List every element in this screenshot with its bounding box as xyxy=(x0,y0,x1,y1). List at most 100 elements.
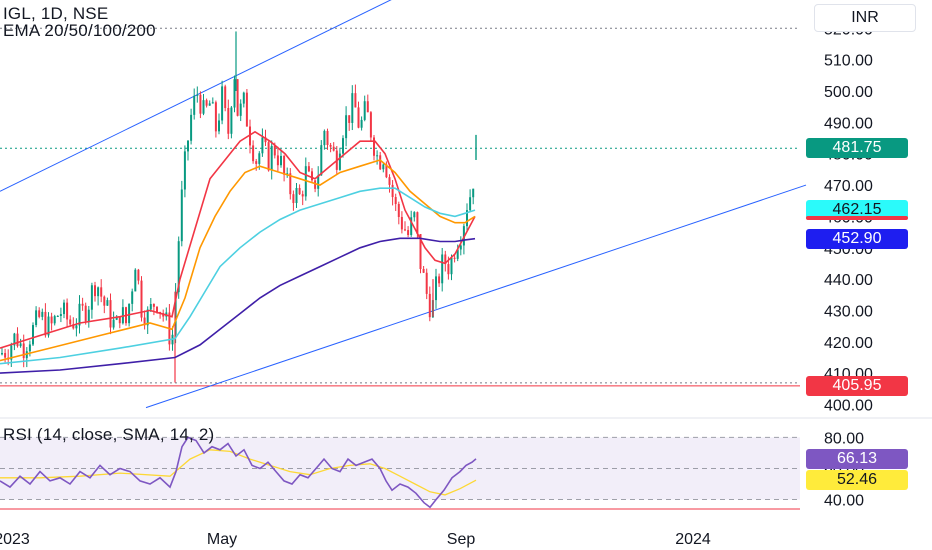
candle-body xyxy=(115,316,118,320)
price-tick-label: 490.00 xyxy=(824,115,873,132)
candle xyxy=(252,140,255,164)
rsi-tick-label: 80.00 xyxy=(824,430,864,447)
candle-body xyxy=(69,319,72,325)
candle-body xyxy=(19,343,22,347)
candle-body xyxy=(131,291,134,304)
channel-lower-line xyxy=(145,184,807,409)
candle xyxy=(22,334,25,368)
candle xyxy=(50,312,53,331)
candle-body xyxy=(32,325,34,345)
candle-body xyxy=(338,153,341,170)
candle-body xyxy=(323,130,326,146)
candle xyxy=(84,302,87,325)
candle xyxy=(140,276,143,322)
candle xyxy=(81,297,84,311)
ema50-line xyxy=(0,159,476,362)
price-tick-label: 500.00 xyxy=(824,84,873,101)
candle xyxy=(180,180,183,247)
candle xyxy=(357,101,360,129)
candle-body xyxy=(90,285,93,310)
ema200-line xyxy=(0,237,476,374)
candle-body xyxy=(345,115,348,139)
candle-body xyxy=(332,146,335,151)
candle-body xyxy=(218,120,220,132)
candle-body xyxy=(47,316,50,336)
candle-body xyxy=(50,316,53,324)
candle-body xyxy=(140,280,143,318)
candle-body xyxy=(245,92,248,127)
candle xyxy=(202,93,205,116)
candle xyxy=(345,106,348,147)
candle-body xyxy=(261,137,264,154)
candle xyxy=(103,295,106,314)
candle-body xyxy=(301,194,304,197)
candle-body xyxy=(156,306,158,313)
candle-body xyxy=(149,304,152,310)
candle-body xyxy=(382,164,385,170)
candle xyxy=(218,113,220,135)
candle-body xyxy=(152,304,155,307)
candle xyxy=(323,129,326,150)
candle xyxy=(25,347,28,368)
candle xyxy=(227,99,230,140)
candle-body xyxy=(267,142,270,171)
channel-upper-line xyxy=(0,0,392,192)
candle-body xyxy=(118,316,121,324)
candle xyxy=(35,306,38,328)
candle xyxy=(289,168,292,200)
candle-body xyxy=(190,114,193,141)
candle-body xyxy=(35,310,38,326)
candle-body xyxy=(385,164,388,178)
candle-body xyxy=(211,102,214,104)
candle-body xyxy=(94,285,96,297)
candle xyxy=(298,184,301,195)
candle xyxy=(366,94,369,113)
candle xyxy=(100,279,103,303)
candle xyxy=(441,247,444,292)
candle-body xyxy=(146,309,149,326)
ema20-marker xyxy=(806,215,908,220)
candle-body xyxy=(373,137,375,156)
candle-body xyxy=(270,145,273,171)
candle-body xyxy=(428,293,431,318)
candle-body xyxy=(59,314,62,316)
candle xyxy=(16,327,19,348)
candle xyxy=(391,180,394,206)
candle xyxy=(397,201,400,225)
candle-body xyxy=(128,303,131,324)
rsi-value-badge: 66.13 xyxy=(806,448,908,469)
candle xyxy=(69,315,72,327)
ema20-line xyxy=(0,130,476,349)
price-tick-label: 440.00 xyxy=(824,272,873,289)
candle xyxy=(428,286,431,322)
candle-body xyxy=(193,95,196,115)
candle-body xyxy=(357,107,360,128)
candle-body xyxy=(205,100,208,106)
candle xyxy=(369,111,372,141)
candle xyxy=(53,314,56,326)
candle-body xyxy=(4,353,7,358)
candle-body xyxy=(202,100,205,114)
candle xyxy=(276,146,279,172)
candle-body xyxy=(413,212,416,218)
candle-body xyxy=(41,311,44,317)
candle-body xyxy=(143,317,146,326)
candle xyxy=(320,140,323,176)
candle xyxy=(354,84,357,108)
candle-body xyxy=(404,229,406,231)
candle-body xyxy=(472,188,475,198)
candle-body xyxy=(363,101,366,120)
candle xyxy=(121,299,124,325)
rsi-legend: RSI (14, close, SMA, 14, 2) xyxy=(3,425,215,444)
candle xyxy=(208,100,211,106)
candle xyxy=(270,140,273,180)
candle-body xyxy=(283,155,286,175)
candle-body xyxy=(103,296,106,306)
candle xyxy=(407,226,410,238)
candle xyxy=(32,322,34,347)
candle-body xyxy=(438,276,441,284)
candle xyxy=(242,91,245,108)
currency-button[interactable]: INR xyxy=(814,4,916,32)
candle-body xyxy=(289,173,292,195)
